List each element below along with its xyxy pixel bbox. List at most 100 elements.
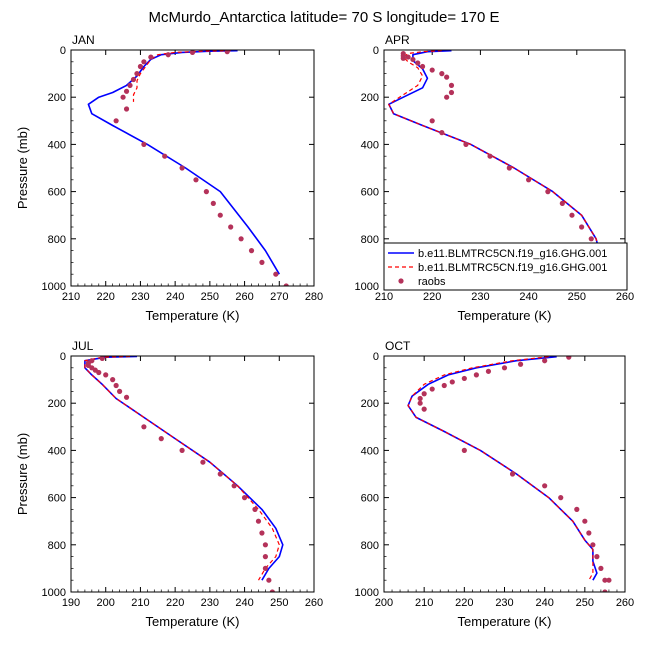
y-tick-label-oct: 0 (373, 351, 379, 363)
plot-frame-oct (383, 355, 626, 593)
x-tick-label-oct: 230 (495, 597, 513, 609)
raobs-point-jan (123, 106, 130, 112)
raobs-point-jan (203, 189, 209, 195)
raobs-point-jul (113, 382, 119, 389)
plot-frame-jul (70, 355, 315, 593)
legend-box (383, 242, 628, 291)
panel-label-jul: JUL (72, 339, 94, 353)
panel-jul: JUL 190 200 210 220 230 240 250 260 0 200 400 600 800… (15, 339, 323, 629)
raobs-point-apr (569, 212, 575, 218)
raobs-point-apr (400, 55, 406, 61)
x-axis-title-jan: Temperature (K) (146, 308, 240, 323)
legend-label: b.e11.BLMTRC5CN.f19_g16.GHG.001 (418, 248, 607, 260)
y-tick-label-jul: 200 (48, 398, 66, 410)
x-axis-title-jul: Temperature (K) (146, 614, 240, 629)
raobs-point-jan (120, 94, 126, 100)
solid-line-jan (87, 50, 280, 275)
x-tick-label-oct: 200 (375, 597, 393, 609)
raobs-point-jul (141, 424, 147, 430)
raobs-point-apr (419, 63, 426, 70)
raobs-point-oct (509, 471, 516, 477)
raobs-point-oct (501, 365, 508, 371)
raobs-point-jul (99, 356, 105, 361)
raobs-point-apr (429, 118, 435, 124)
y-tick-label-jan: 1000 (42, 281, 66, 293)
raobs-point-jul (262, 565, 268, 572)
raobs-point-oct (429, 386, 435, 392)
raobs-point-jan (193, 177, 199, 183)
y-tick-label-jan: 800 (48, 234, 66, 246)
x-tick-label-jan: 280 (305, 291, 323, 303)
y-tick-label-apr: 400 (361, 139, 379, 151)
y-tick-label-jan: 0 (60, 45, 66, 57)
raobs-point-jul (110, 377, 116, 383)
raobs-point-jan (259, 259, 265, 265)
raobs-point-oct (421, 391, 427, 397)
raobs-point-oct (517, 361, 524, 367)
series-group-jan (87, 50, 289, 286)
raobs-point-oct (417, 400, 423, 406)
raobs-point-jul (200, 459, 206, 465)
x-tick-label-jul: 230 (201, 597, 219, 609)
dashed-line-jul (84, 356, 280, 581)
raobs-point-jan (137, 63, 144, 70)
legend-label: raobs (418, 276, 446, 288)
legend-label: b.e11.BLMTRC5CN.f19_g16.GHG.001 (418, 262, 607, 274)
y-tick-label-oct: 1000 (355, 587, 379, 599)
raobs-point-jan (127, 82, 133, 88)
raobs-point-jul (217, 471, 223, 477)
raobs-point-jan (273, 271, 279, 277)
x-tick-label-jan: 210 (62, 291, 80, 303)
x-tick-label-jan: 250 (201, 291, 219, 303)
x-tick-label-jul: 260 (305, 597, 323, 609)
panel-label-jan: JAN (72, 33, 95, 47)
legend-dot-swatch (398, 278, 404, 284)
raobs-point-jan (123, 88, 130, 94)
y-tick-label-jan: 200 (48, 92, 66, 104)
raobs-point-jul (269, 589, 275, 592)
raobs-point-oct (473, 372, 479, 378)
dashed-line-oct (407, 356, 594, 581)
raobs-point-apr (448, 89, 455, 96)
y-tick-label-apr: 600 (361, 187, 379, 199)
y-tick-label-jul: 1000 (42, 587, 66, 599)
raobs-point-jan (165, 52, 171, 58)
raobs-point-jul (158, 436, 164, 442)
dashed-line-jan (132, 50, 231, 102)
raobs-point-oct (606, 577, 612, 583)
raobs-point-apr (463, 141, 469, 147)
x-tick-label-oct: 220 (455, 597, 473, 609)
raobs-point-apr (429, 67, 435, 73)
y-axis-title-jan: Pressure (mb) (15, 127, 30, 209)
raobs-point-jul (103, 372, 109, 378)
raobs-point-jul (179, 447, 185, 453)
raobs-point-jul (266, 577, 272, 583)
y-tick-label-apr: 200 (361, 92, 379, 104)
plot-frame-jan (70, 49, 315, 287)
raobs-point-jan (113, 118, 119, 124)
raobs-point-oct (449, 379, 455, 385)
raobs-point-oct (566, 356, 572, 360)
raobs-point-oct (441, 382, 447, 389)
raobs-point-oct (421, 406, 427, 412)
y-tick-label-jan: 400 (48, 139, 66, 151)
series-group-jul (84, 356, 284, 592)
x-tick-label-apr: 230 (471, 291, 489, 303)
raobs-point-jan (224, 50, 230, 55)
raobs-point-jul (252, 506, 258, 512)
x-tick-label-jan: 220 (97, 291, 115, 303)
x-axis-title-oct: Temperature (K) (458, 614, 552, 629)
panel-label-oct: OCT (385, 339, 411, 353)
solid-line-jul (84, 356, 284, 581)
raobs-point-jul (255, 518, 262, 524)
x-tick-label-jul: 240 (235, 597, 253, 609)
raobs-point-jan (141, 59, 147, 65)
x-tick-label-jan: 260 (235, 291, 253, 303)
x-tick-label-jan: 230 (131, 291, 149, 303)
raobs-point-jan (210, 200, 216, 206)
raobs-point-jan (238, 236, 244, 242)
raobs-point-apr (415, 60, 421, 66)
raobs-point-oct (602, 589, 608, 592)
y-axis-title-jul: Pressure (mb) (15, 433, 30, 515)
